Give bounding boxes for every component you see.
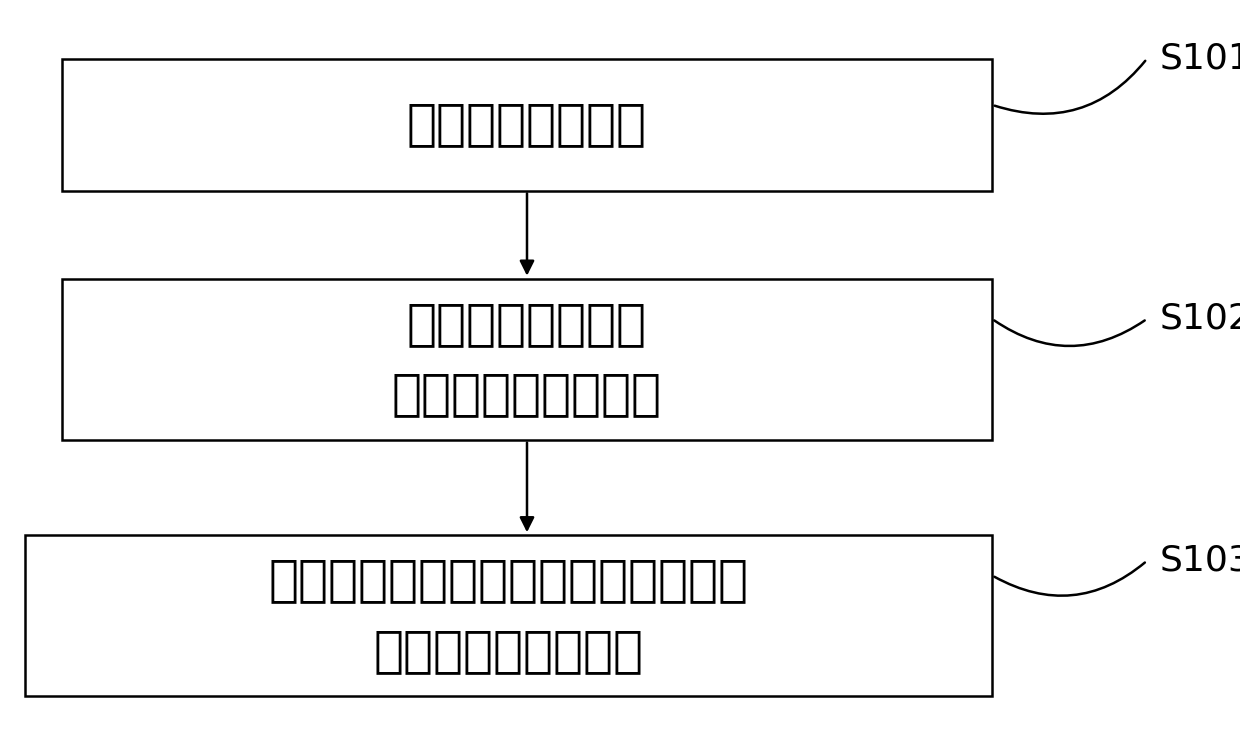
Text: S101: S101 [1159,42,1240,75]
Bar [62,279,992,440]
Text: 存储的指标参数数据和最大血流流速
值生成评估结果输出: 存储的指标参数数据和最大血流流速 值生成评估结果输出 [268,556,749,675]
Text: 获取评估参数数据: 获取评估参数数据 [407,100,647,149]
FancyArrowPatch shape [994,320,1145,346]
FancyArrowPatch shape [994,61,1146,114]
Text: S103: S103 [1159,544,1240,578]
FancyArrowPatch shape [994,562,1145,596]
Bar [62,59,992,191]
Text: 根据评估参数数据
生成最大血流流速值: 根据评估参数数据 生成最大血流流速值 [392,300,662,419]
Text: S102: S102 [1159,302,1240,336]
Bar [25,535,992,696]
